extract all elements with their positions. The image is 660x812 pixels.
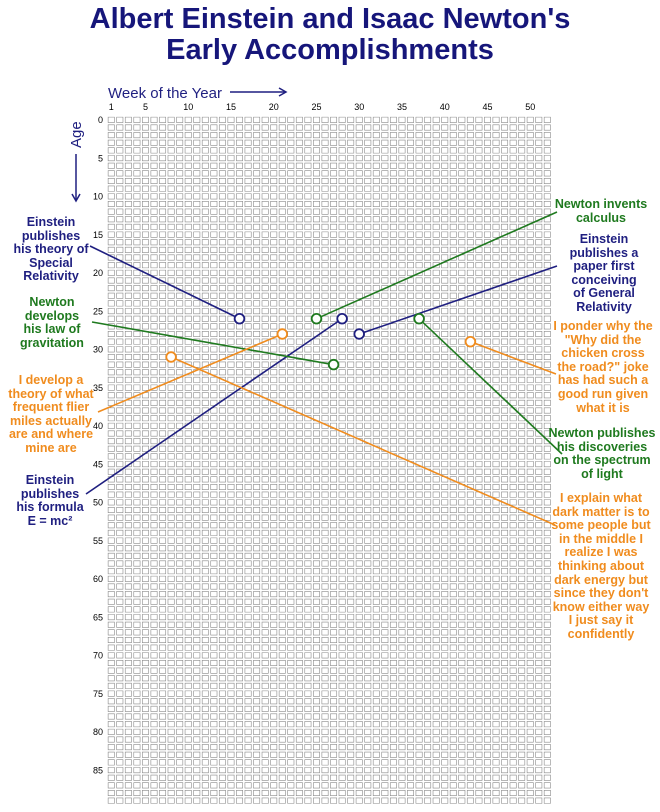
annotation-einstein-emc2: Einstein publishes his formula E = mc² (16, 473, 84, 528)
y-tick-label: 15 (93, 230, 103, 240)
week-grid (107, 116, 551, 804)
grid-boxes (107, 116, 551, 804)
x-tick-label: 20 (269, 102, 279, 112)
annotation-newton-light: Newton publishes his discoveries on the … (548, 426, 656, 481)
y-tick-label: 10 (93, 192, 103, 202)
event-marker-me-chicken-joke (464, 336, 477, 348)
event-marker-newton-gravitation (327, 358, 340, 371)
y-tick-label: 30 (93, 345, 103, 355)
x-tick-label: 5 (143, 102, 148, 112)
x-axis-arrow-head (278, 87, 288, 97)
leader-line-einstein-emc2 (85, 320, 339, 495)
event-marker-me-dark-matter (165, 351, 177, 363)
annotation-einstein-special-relativity: Einstein publishes his theory of Special… (13, 215, 89, 284)
event-marker-einstein-emc2 (336, 313, 348, 325)
event-marker-newton-calculus (310, 313, 323, 325)
y-tick-label: 50 (93, 498, 103, 508)
x-tick-label: 15 (226, 102, 236, 112)
event-markers (165, 313, 477, 371)
leader-line-einstein-special-relativity (89, 245, 236, 318)
y-tick-label: 85 (93, 765, 103, 775)
y-tick-label: 80 (93, 727, 103, 737)
x-axis-ticks: 1 5 10 15 20 25 30 35 40 45 50 (109, 102, 535, 112)
y-axis-label: Age (68, 121, 85, 148)
leader-line-newton-light (422, 321, 563, 455)
annotation-newton-gravitation: Newton develops his law of gravitation (20, 295, 84, 350)
y-tick-label: 25 (93, 306, 103, 316)
event-marker-me-frequent-flier (276, 328, 289, 340)
leader-line-newton-gravitation (91, 321, 329, 365)
x-tick-label: 45 (482, 102, 492, 112)
leader-line-newton-calculus (320, 211, 558, 318)
chart-title: Albert Einstein and Isaac Newton's Early… (0, 4, 660, 66)
y-tick-label: 65 (93, 612, 103, 622)
x-tick-label: 25 (311, 102, 321, 112)
y-tick-label: 20 (93, 268, 103, 278)
event-marker-newton-light (413, 313, 425, 325)
x-tick-label: 10 (183, 102, 193, 112)
y-tick-label: 45 (93, 459, 103, 469)
leader-line-me-dark-matter (175, 358, 556, 526)
x-axis-label: Week of the Year (108, 85, 222, 102)
annotation-newton-calculus: Newton invents calculus (554, 197, 648, 225)
leader-line-me-chicken-joke (474, 342, 557, 375)
y-axis-ticks: 0 5 10 15 20 25 30 35 40 45 50 55 60 65 70 75 80 85 (93, 115, 103, 775)
x-tick-label: 35 (397, 102, 407, 112)
annotation-me-dark-matter: I explain what dark matter is to some pe… (551, 491, 651, 641)
x-tick-label: 1 (109, 102, 114, 112)
chart-title-line-2: Early Accomplishments (166, 34, 494, 66)
y-tick-label: 60 (93, 574, 103, 584)
annotation-me-chicken-joke: I ponder why the "Why did the chicken cr… (553, 319, 653, 415)
chart-title-line-1: Albert Einstein and Isaac Newton's (89, 3, 571, 35)
x-tick-label: 40 (440, 102, 450, 112)
y-axis-arrow-head (71, 193, 81, 203)
y-tick-label: 55 (93, 536, 103, 546)
y-tick-label: 70 (93, 651, 103, 661)
axis-labels: Week of the Year Age (68, 85, 288, 203)
y-tick-label: 0 (98, 115, 103, 125)
annotation-leader-lines (85, 211, 563, 526)
annotation-einstein-general-relativity: Einstein publishes a paper first conceiv… (569, 232, 639, 314)
x-tick-label: 50 (525, 102, 535, 112)
y-tick-label: 75 (93, 689, 103, 699)
leader-line-me-frequent-flier (97, 335, 279, 413)
x-tick-label: 30 (354, 102, 364, 112)
annotation-me-frequent-flier: I develop a theory of what frequent flie… (8, 373, 94, 455)
y-tick-label: 5 (98, 153, 103, 163)
event-marker-einstein-special-relativity (233, 313, 246, 325)
y-tick-label: 40 (93, 421, 103, 431)
y-tick-label: 35 (93, 383, 103, 393)
event-marker-einstein-general-relativity (353, 328, 365, 340)
leader-line-einstein-general-relativity (363, 265, 558, 334)
